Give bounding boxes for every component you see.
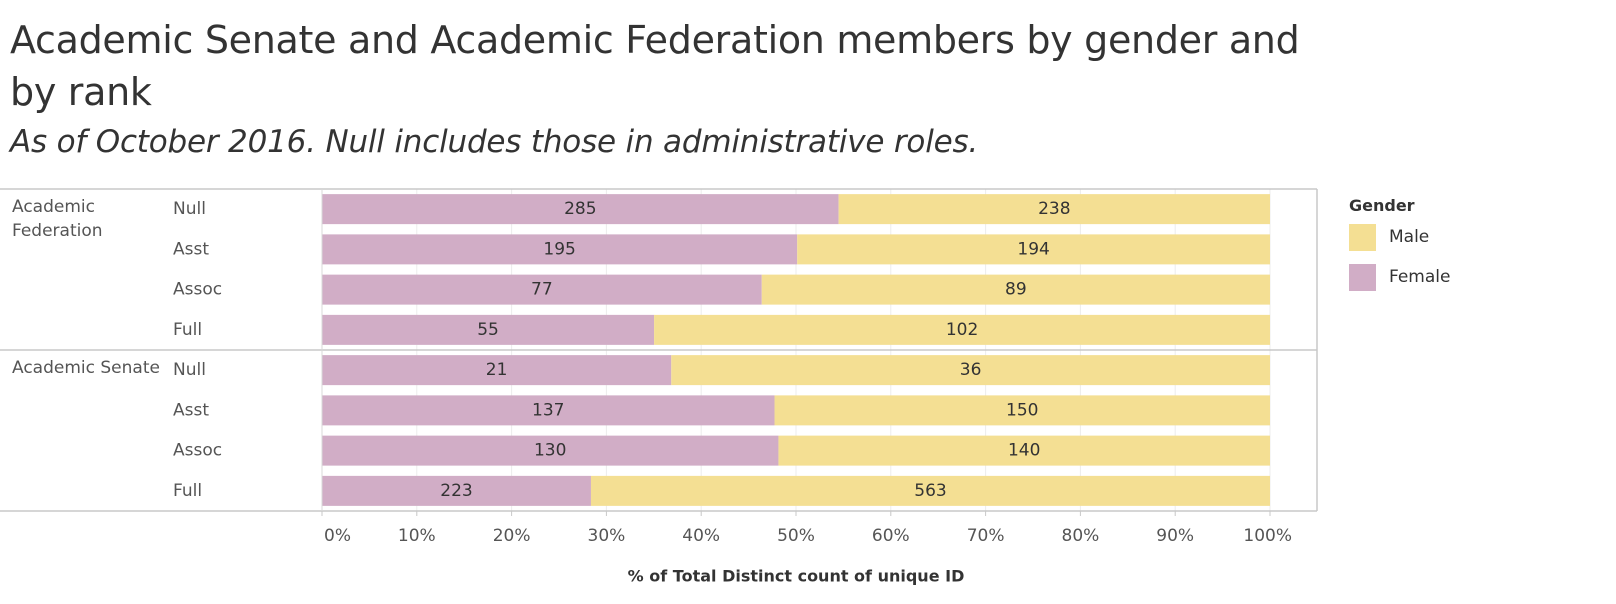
x-tick-label: 60%: [872, 526, 910, 546]
bar-male-0-1[interactable]: [797, 234, 1270, 265]
x-tick-label: 10%: [398, 526, 436, 546]
x-tick-label: 80%: [1062, 526, 1100, 546]
x-tick-label: 90%: [1156, 526, 1194, 546]
x-tick-label: 40%: [682, 526, 720, 546]
data-label-female: 55: [477, 320, 499, 340]
chart-subtitle: As of October 2016. Null includes those …: [10, 124, 979, 160]
x-tick-label: 70%: [967, 526, 1005, 546]
rank-label: Assoc: [173, 441, 222, 461]
rank-label: Null: [173, 199, 206, 219]
data-label-female: 130: [534, 441, 566, 461]
group-label: Federation: [12, 221, 103, 241]
bar-male-0-2[interactable]: [761, 274, 1270, 305]
bar-female-0-2[interactable]: [322, 274, 762, 305]
bar-female-1-0[interactable]: [322, 355, 672, 386]
bar-female-1-3[interactable]: [322, 475, 591, 506]
bar-male-1-1[interactable]: [774, 395, 1270, 426]
data-label-male: 36: [960, 360, 982, 380]
rank-label: Null: [173, 360, 206, 380]
chart-title: Academic Senate and Academic Federation …: [10, 18, 1300, 114]
legend-item-female[interactable]: Female: [1349, 263, 1450, 291]
data-label-female: 195: [543, 239, 575, 259]
data-label-female: 223: [440, 481, 472, 501]
group-label: Academic Senate: [12, 358, 160, 378]
x-tick-label: 50%: [777, 526, 815, 546]
bar-female-1-2[interactable]: [322, 435, 779, 466]
data-label-female: 285: [564, 199, 596, 219]
bar-male-1-3[interactable]: [590, 475, 1270, 506]
x-tick-label: 0%: [324, 526, 351, 546]
data-label-male: 238: [1038, 199, 1070, 219]
group-label: Academic: [12, 197, 95, 217]
x-tick-label: 20%: [493, 526, 531, 546]
data-label-female: 77: [531, 280, 553, 300]
x-tick-label: 100%: [1243, 526, 1292, 546]
legend-item-male[interactable]: Male: [1349, 223, 1429, 251]
data-label-male: 102: [946, 320, 978, 340]
legend-swatch-male: [1349, 223, 1376, 251]
rank-label: Full: [173, 320, 202, 340]
bar-female-0-1[interactable]: [322, 234, 798, 265]
rank-label: Assoc: [173, 280, 222, 300]
bar-female-1-1[interactable]: [322, 395, 775, 426]
rank-label: Full: [173, 481, 202, 501]
bar-male-0-0[interactable]: [838, 194, 1270, 225]
bar-female-0-3[interactable]: [322, 314, 655, 345]
bar-male-1-0[interactable]: [671, 355, 1270, 386]
legend-label-female: Female: [1389, 267, 1451, 287]
data-label-male: 194: [1017, 239, 1049, 259]
data-label-female: 137: [532, 400, 564, 420]
data-label-female: 21: [486, 360, 508, 380]
legend-swatch-female: [1349, 263, 1376, 291]
legend-label-male: Male: [1389, 227, 1430, 247]
bar-male-1-2[interactable]: [778, 435, 1270, 466]
data-label-male: 563: [914, 481, 946, 501]
rank-label: Asst: [173, 239, 209, 259]
bar-female-0-0[interactable]: [322, 194, 839, 225]
data-label-male: 89: [1005, 280, 1027, 300]
data-label-male: 140: [1008, 441, 1040, 461]
legend-title: Gender: [1349, 196, 1415, 215]
x-tick-label: 30%: [588, 526, 626, 546]
data-label-male: 150: [1006, 400, 1038, 420]
bar-male-0-3[interactable]: [654, 314, 1270, 345]
rank-label: Asst: [173, 400, 209, 420]
x-axis-title: % of Total Distinct count of unique ID: [628, 567, 965, 586]
